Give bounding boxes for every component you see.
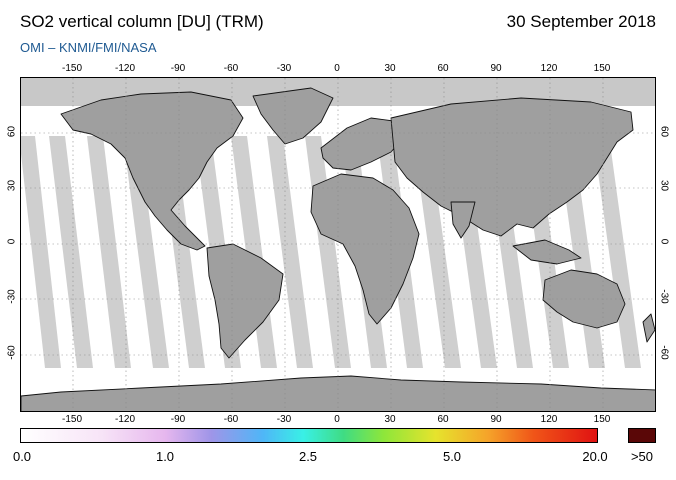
top-lon-tick: 120 <box>540 63 558 74</box>
antarctica <box>21 375 655 411</box>
swath-stripe <box>123 136 169 368</box>
bottom-lon-tick: -60 <box>223 414 239 425</box>
top-lon-tick: 90 <box>490 63 502 74</box>
map-title: SO2 vertical column [DU] (TRM) <box>20 12 264 31</box>
asia <box>390 97 634 237</box>
colorbar-label: 20.0 <box>582 449 608 464</box>
colorbar-label: 0.0 <box>12 449 32 464</box>
top-lon-tick: 60 <box>437 63 449 74</box>
bottom-lon-tick: 150 <box>593 414 611 425</box>
right-lat-tick: 0 <box>658 238 670 245</box>
south-america <box>206 243 284 359</box>
map-date: 30 September 2018 <box>506 12 656 31</box>
bottom-lon-tick: 30 <box>384 414 396 425</box>
colorbar-label: >50 <box>630 449 654 464</box>
bottom-lon-tick: 90 <box>490 414 502 425</box>
left-lat-tick: 60 <box>6 125 18 138</box>
left-lat-tick: -30 <box>6 289 18 304</box>
continents <box>21 87 655 411</box>
so2-map <box>20 77 656 412</box>
greenland <box>252 87 334 145</box>
right-lat-tick: 30 <box>658 179 670 192</box>
right-lat-tick: -30 <box>658 289 670 304</box>
colorbar-label: 1.0 <box>155 449 175 464</box>
swath-stripe <box>305 136 351 368</box>
top-lon-tick: -30 <box>276 63 292 74</box>
top-lon-tick: -90 <box>170 63 186 74</box>
maritime-southeast-asia <box>512 239 582 265</box>
north-america <box>60 91 244 251</box>
top-lon-tick: 0 <box>334 63 340 74</box>
bottom-lon-tick: -30 <box>276 414 292 425</box>
bottom-lon-tick: -90 <box>170 414 186 425</box>
bottom-lon-tick: -120 <box>114 414 136 425</box>
top-lon-tick: -150 <box>61 63 83 74</box>
swath-stripe <box>21 136 61 368</box>
europe <box>320 117 404 171</box>
swath-stripe <box>593 136 641 368</box>
bottom-lon-tick: 60 <box>437 414 449 425</box>
right-lat-tick: 60 <box>658 125 670 138</box>
swath-stripe <box>87 136 131 368</box>
colorbar-gradient <box>20 428 598 443</box>
graticule <box>21 78 655 411</box>
india <box>450 201 476 239</box>
top-lon-tick: 30 <box>384 63 396 74</box>
top-lon-tick: 150 <box>593 63 611 74</box>
credit-line: OMI – KNMI/FMI/NASA <box>20 40 157 55</box>
colorbar-overflow-swatch <box>628 428 656 443</box>
new-zealand <box>642 313 655 343</box>
left-lat-tick: 30 <box>6 179 18 192</box>
left-lat-tick: -60 <box>6 345 18 360</box>
right-lat-tick: -60 <box>658 345 670 360</box>
left-lat-tick: 0 <box>6 238 18 245</box>
bottom-lon-tick: 120 <box>540 414 558 425</box>
bottom-lon-tick: 0 <box>334 414 340 425</box>
colorbar-label: 2.5 <box>298 449 318 464</box>
top-lon-tick: -120 <box>114 63 136 74</box>
bottom-lon-tick: -150 <box>61 414 83 425</box>
top-lon-tick: -60 <box>223 63 239 74</box>
swath-stripe <box>49 136 93 368</box>
map-canvas <box>21 78 655 411</box>
swath-stripe <box>267 136 313 368</box>
colorbar-label: 5.0 <box>442 449 462 464</box>
